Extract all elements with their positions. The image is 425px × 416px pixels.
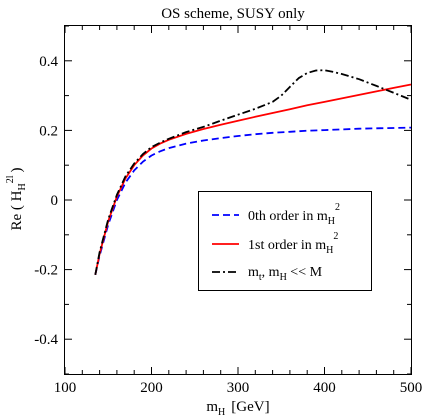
legend-2-main1: m bbox=[248, 265, 259, 280]
series-line-0 bbox=[94, 126, 412, 275]
legend-label-1st-order: 1st order in mH2 bbox=[248, 231, 338, 256]
y-tick-label: 0.2 bbox=[39, 123, 58, 139]
x-tick-label: 200 bbox=[140, 380, 163, 396]
y-axis-label: Re ( HH2l) bbox=[5, 167, 28, 230]
x-tick-label: 300 bbox=[227, 380, 250, 396]
legend-1-sub: H bbox=[326, 245, 333, 256]
chart-title: OS scheme, SUSY only bbox=[161, 6, 305, 22]
y-axis-label-sub: H bbox=[17, 183, 28, 190]
legend-0-sup: 2 bbox=[335, 202, 340, 213]
plot-frame bbox=[64, 25, 412, 375]
legend-box bbox=[198, 191, 372, 291]
legend-1-sup: 2 bbox=[333, 231, 338, 242]
legend-1-main: 1st order in m bbox=[248, 238, 326, 253]
x-tick-label: 100 bbox=[54, 380, 77, 396]
tick-labels: 100 200 300 400 500 -0.4 -0.2 0 0.2 0.4 bbox=[34, 54, 422, 396]
legend-0-sub: H bbox=[328, 216, 335, 227]
legend-2-tail: << M bbox=[287, 265, 323, 280]
y-tick-label: 0.4 bbox=[39, 54, 58, 70]
x-axis-label-sub: H bbox=[218, 407, 225, 416]
legend-2-mid: , m bbox=[262, 265, 280, 280]
y-tick-label: -0.4 bbox=[34, 332, 58, 348]
y-tick-label: -0.2 bbox=[34, 263, 58, 279]
series-line-2 bbox=[94, 69, 412, 275]
x-axis-label-unit: [GeV] bbox=[231, 399, 269, 415]
series-lines bbox=[94, 69, 412, 275]
legend-2-sub2: H bbox=[280, 272, 287, 283]
legend-0-main: 0th order in m bbox=[248, 209, 328, 224]
y-axis-label-close: ) bbox=[9, 167, 25, 172]
x-axis-label: mH [GeV] bbox=[206, 399, 269, 416]
y-axis-label-sup: 2l bbox=[5, 175, 16, 183]
x-axis-label-main: m bbox=[206, 399, 218, 415]
y-tick-label: 0 bbox=[51, 193, 59, 209]
legend: 0th order in mH2 1st order in mH2 mt, mH… bbox=[198, 191, 372, 291]
legend-label-0th-order: 0th order in mH2 bbox=[248, 202, 340, 227]
x-tick-label: 500 bbox=[400, 380, 423, 396]
x-tick-label: 400 bbox=[313, 380, 336, 396]
axis-ticks bbox=[64, 25, 412, 375]
legend-label-heavy-limit: mt, mH << M bbox=[248, 265, 323, 283]
y-axis-label-main: Re ( H bbox=[9, 190, 25, 230]
legend-2-sub1: t bbox=[259, 272, 262, 283]
